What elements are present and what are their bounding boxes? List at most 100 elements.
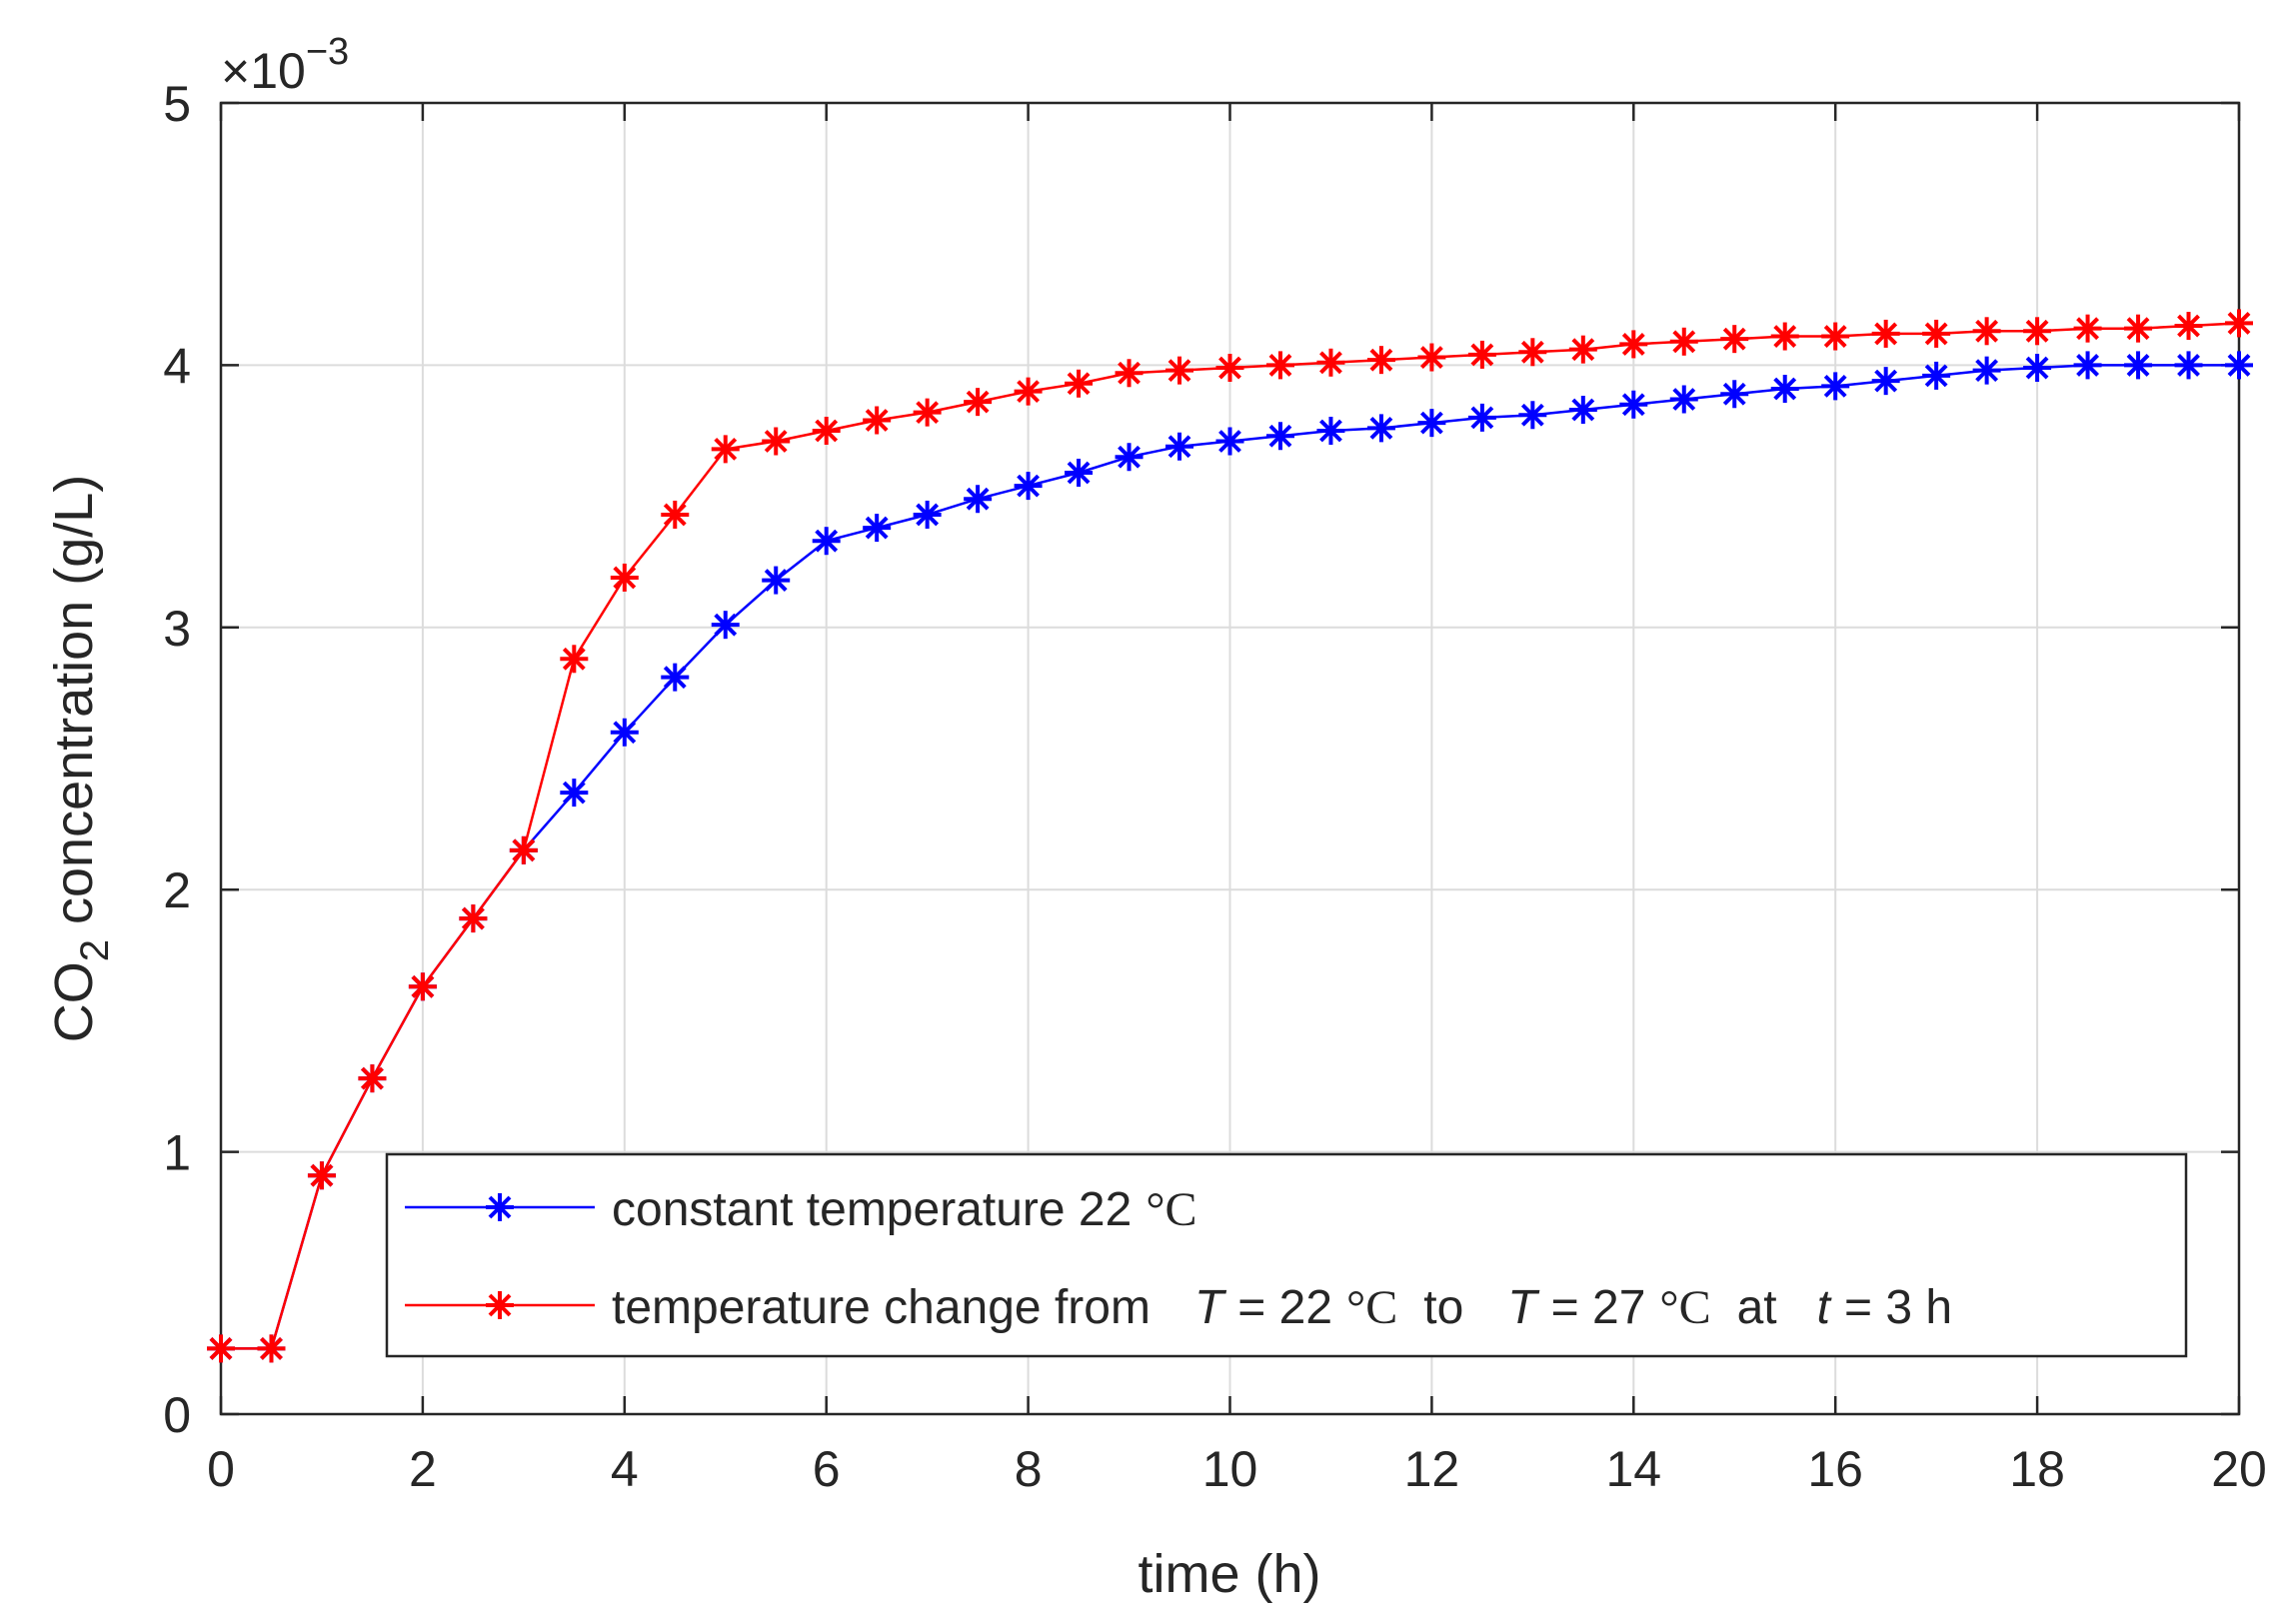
marker-stroke (2076, 353, 2099, 377)
data-point (711, 611, 740, 640)
data-point (812, 527, 841, 556)
data-point (509, 835, 538, 864)
data-point (812, 417, 841, 445)
marker-stroke (865, 409, 889, 432)
y-tick-label: 5 (163, 76, 191, 132)
data-point (610, 563, 639, 592)
marker-stroke (2126, 317, 2150, 341)
data-point (358, 1064, 387, 1093)
marker-stroke (1975, 319, 1999, 343)
exponent-base: ×10 (221, 43, 306, 99)
data-point (2023, 354, 2052, 383)
data-point (1821, 372, 1850, 401)
marker-stroke (2227, 353, 2251, 377)
marker-stroke (2177, 353, 2200, 377)
x-tick-label: 18 (2009, 1441, 2065, 1497)
data-point (1871, 367, 1900, 396)
x-tick-label: 20 (2211, 1441, 2267, 1497)
x-tick-label: 12 (1404, 1441, 1460, 1497)
data-point (2174, 312, 2203, 341)
marker-stroke (613, 721, 637, 745)
data-point (1366, 346, 1395, 375)
legend-label-change: temperature change from T = 22 °C to T = 27 °C a… (612, 1281, 1952, 1334)
data-point (1366, 414, 1395, 443)
data-point (307, 1161, 336, 1190)
marker-stroke (1823, 325, 1847, 348)
marker-stroke (966, 390, 990, 414)
data-point (1165, 432, 1194, 461)
marker-stroke (2025, 356, 2049, 380)
marker-stroke (1823, 374, 1847, 398)
marker-stroke (2076, 317, 2099, 341)
marker-stroke (916, 503, 940, 527)
data-point (610, 718, 639, 747)
data-point (1720, 325, 1749, 354)
y-tick-label: 3 (163, 601, 191, 657)
marker-stroke (1218, 356, 1241, 380)
data-point (1467, 403, 1496, 432)
y-axis-title-suffix: concentration (g/L) (44, 475, 104, 939)
marker-stroke (1571, 398, 1595, 422)
data-point (1770, 322, 1799, 351)
marker-stroke (1722, 382, 1746, 406)
marker-stroke (209, 1336, 233, 1360)
data-point (1568, 335, 1597, 364)
data-point (2225, 309, 2253, 338)
data-point (408, 972, 437, 1001)
data-point (2174, 351, 2203, 380)
marker-stroke (613, 566, 637, 590)
x-tick-label: 8 (1015, 1441, 1043, 1497)
legend-marker-constant (486, 1193, 514, 1221)
data-point (1065, 458, 1094, 487)
data-point (863, 514, 892, 543)
data-point (2124, 314, 2153, 343)
y-exponent-label: ×10−3 (221, 31, 349, 99)
marker-stroke (1167, 359, 1191, 383)
marker-stroke (1067, 372, 1091, 396)
marker-stroke (562, 781, 586, 805)
x-tick-label: 10 (1202, 1441, 1258, 1497)
marker-stroke (1218, 430, 1241, 453)
marker-stroke (714, 613, 738, 637)
data-point (964, 388, 993, 417)
data-point (1669, 327, 1698, 356)
marker-stroke (1268, 424, 1292, 448)
marker-stroke (1470, 406, 1494, 430)
data-point (1215, 427, 1244, 456)
marker-stroke (663, 666, 687, 690)
y-axis-title-prefix: CO (44, 961, 104, 1042)
marker-stroke (815, 419, 839, 443)
data-point (1972, 356, 2001, 385)
marker-stroke (1167, 435, 1191, 459)
y-tick-label: 0 (163, 1387, 191, 1443)
marker-stroke (1419, 346, 1443, 369)
marker-stroke (1975, 359, 1999, 383)
data-point (1417, 343, 1446, 372)
marker-stroke (361, 1066, 384, 1090)
data-point (1972, 317, 2001, 346)
marker-stroke (1470, 343, 1494, 367)
data-point (2023, 317, 2052, 346)
legend: constant temperature 22 °C temperature ch… (385, 1152, 2188, 1358)
data-point (1922, 361, 1951, 390)
marker-stroke (461, 906, 485, 930)
marker-stroke (1773, 377, 1797, 401)
data-point (1922, 319, 1951, 348)
x-tick-label: 0 (207, 1441, 235, 1497)
axis-ticks (219, 101, 2241, 1416)
legend-entry-change: temperature change from T = 22 °C to T = 27 °C a… (405, 1281, 1952, 1334)
data-point (257, 1334, 286, 1363)
data-point (1265, 422, 1294, 451)
data-point (711, 435, 740, 464)
data-point (2073, 351, 2102, 380)
data-point (661, 500, 690, 529)
marker-stroke (663, 503, 687, 527)
data-point (863, 406, 892, 435)
data-point (560, 779, 589, 808)
data-point (1518, 338, 1547, 367)
marker-stroke (1672, 388, 1696, 411)
exponent-power: −3 (306, 31, 349, 73)
series (207, 309, 2253, 1363)
y-axis-title: CO2 concentration (g/L) (44, 475, 117, 1043)
